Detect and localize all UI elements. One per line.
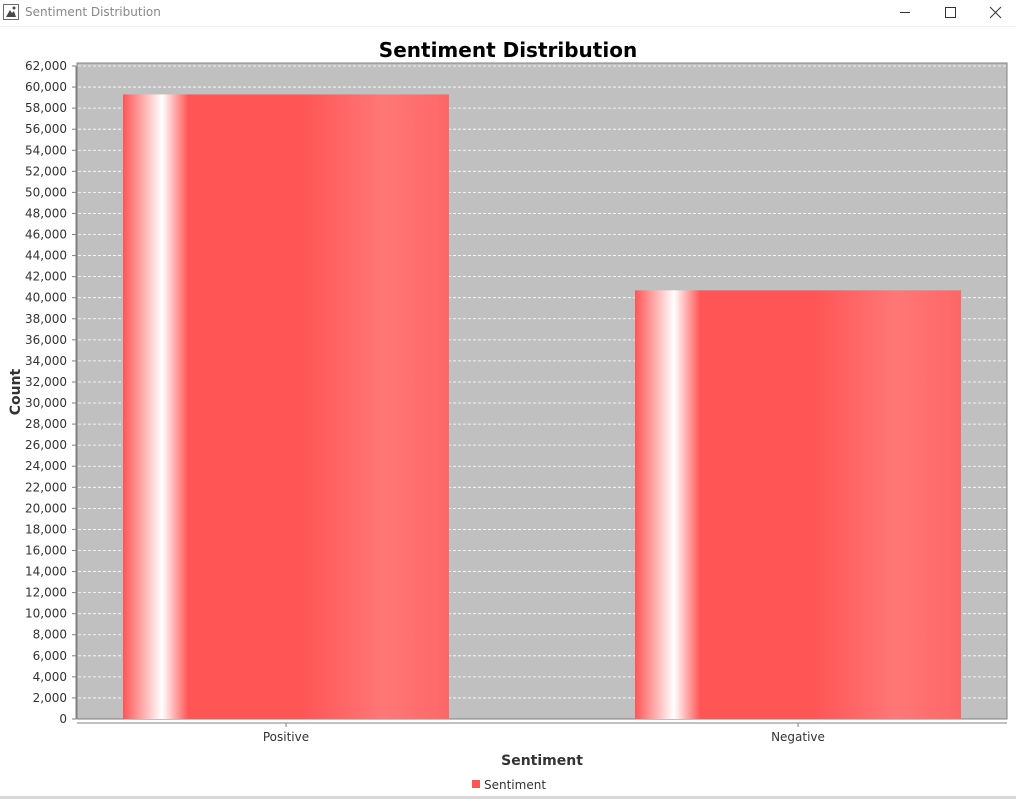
y-tick-label: 18,000 [25, 522, 67, 536]
java-cup-icon [3, 4, 19, 20]
x-axis-label: Sentiment [501, 753, 583, 769]
x-tick-label: Positive [263, 730, 309, 744]
x-tick-label: Negative [771, 730, 825, 744]
y-tick-label: 62,000 [25, 59, 67, 73]
y-tick-label: 44,000 [25, 249, 67, 263]
chart-title: Sentiment Distribution [379, 38, 637, 62]
y-tick-label: 46,000 [25, 228, 67, 242]
y-tick-label: 2,000 [33, 691, 67, 705]
y-tick-label: 48,000 [25, 206, 67, 220]
y-axis-label: Count [8, 368, 24, 415]
y-tick-label: 60,000 [25, 80, 67, 94]
y-tick-label: 16,000 [25, 543, 67, 557]
y-tick-label: 54,000 [25, 143, 67, 157]
bar-negative [635, 290, 961, 719]
window-title: Sentiment Distribution [25, 5, 161, 19]
y-tick-label: 22,000 [25, 480, 67, 494]
y-tick-label: 34,000 [25, 354, 67, 368]
y-tick-label: 50,000 [25, 185, 67, 199]
legend-swatch [472, 780, 480, 788]
y-tick-label: 52,000 [25, 164, 67, 178]
y-tick-label: 26,000 [25, 438, 67, 452]
minimize-icon [900, 12, 910, 13]
close-icon [989, 6, 1002, 19]
y-tick-label: 14,000 [25, 565, 67, 579]
legend-label: Sentiment [484, 778, 546, 792]
minimize-button[interactable] [882, 0, 928, 26]
y-tick-label: 42,000 [25, 270, 67, 284]
bar-chart: Sentiment Distribution 0 2,000 4,000 6,000 8,… [8, 38, 1008, 792]
y-tick-label: 58,000 [25, 101, 67, 115]
y-tick-label: 24,000 [25, 459, 67, 473]
y-tick-label: 28,000 [25, 417, 67, 431]
title-bar: Sentiment Distribution [0, 0, 1016, 27]
maximize-icon [945, 7, 956, 18]
close-button[interactable] [972, 0, 1016, 26]
y-tick-label: 10,000 [25, 607, 67, 621]
y-tick-label: 38,000 [25, 312, 67, 326]
y-tick-label: 4,000 [33, 670, 67, 684]
y-tick-label: 30,000 [25, 396, 67, 410]
maximize-button[interactable] [927, 0, 973, 26]
y-tick-label: 32,000 [25, 375, 67, 389]
y-tick-label: 40,000 [25, 291, 67, 305]
bar-positive [123, 94, 449, 720]
y-tick-label: 20,000 [25, 501, 67, 515]
y-tick-label: 36,000 [25, 333, 67, 347]
y-tick-label: 12,000 [25, 586, 67, 600]
y-tick-label: 56,000 [25, 122, 67, 136]
y-tick-label: 0 [59, 712, 67, 726]
y-tick-label: 8,000 [33, 628, 67, 642]
y-tick-label: 6,000 [33, 649, 67, 663]
window-bottom-border [0, 796, 1016, 799]
legend: Sentiment [472, 778, 546, 792]
